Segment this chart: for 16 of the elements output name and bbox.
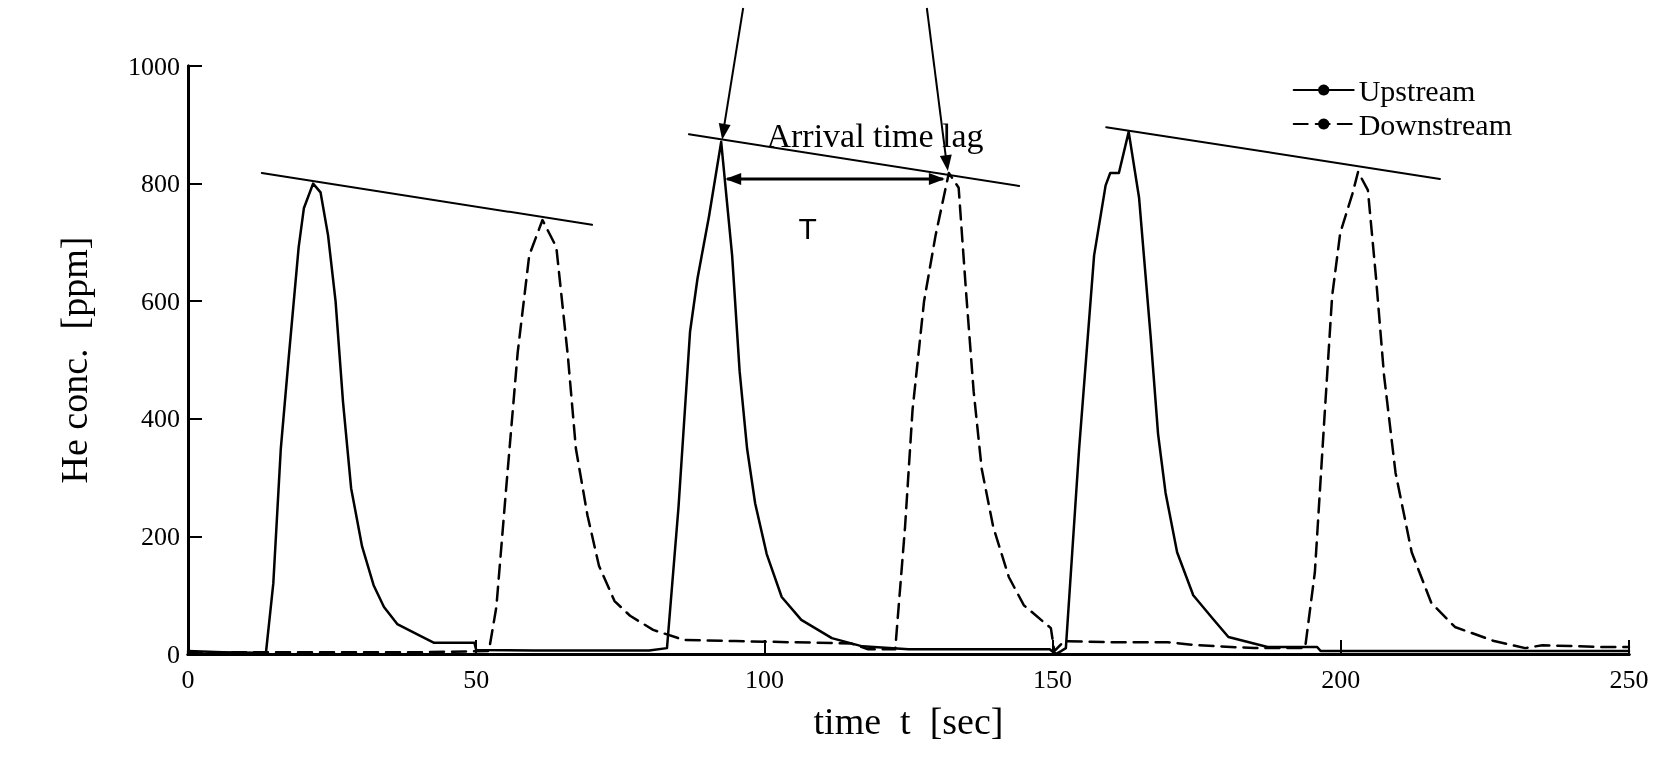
x-tick-label: 250 <box>1609 664 1649 694</box>
x-axis-title: time t [sec] <box>813 700 1004 742</box>
x-tick-label: 150 <box>1033 664 1073 694</box>
y-tick-label: 200 <box>141 521 180 551</box>
y-tick-label: 600 <box>141 286 180 316</box>
annotation: T <box>798 211 817 245</box>
x-tick-label: 50 <box>463 664 490 694</box>
legend-label: Downstream <box>1358 107 1512 141</box>
y-tick-label: 1000 <box>128 51 180 81</box>
y-axis-title: He conc. [ppm] <box>53 236 95 484</box>
y-tick-label: 800 <box>141 169 180 199</box>
x-tick-label: 200 <box>1321 664 1361 694</box>
y-tick-label: 0 <box>167 639 180 669</box>
x-tick-label: 100 <box>744 664 784 694</box>
legend-label: Upstream <box>1358 73 1476 107</box>
y-tick-label: 400 <box>141 404 180 434</box>
